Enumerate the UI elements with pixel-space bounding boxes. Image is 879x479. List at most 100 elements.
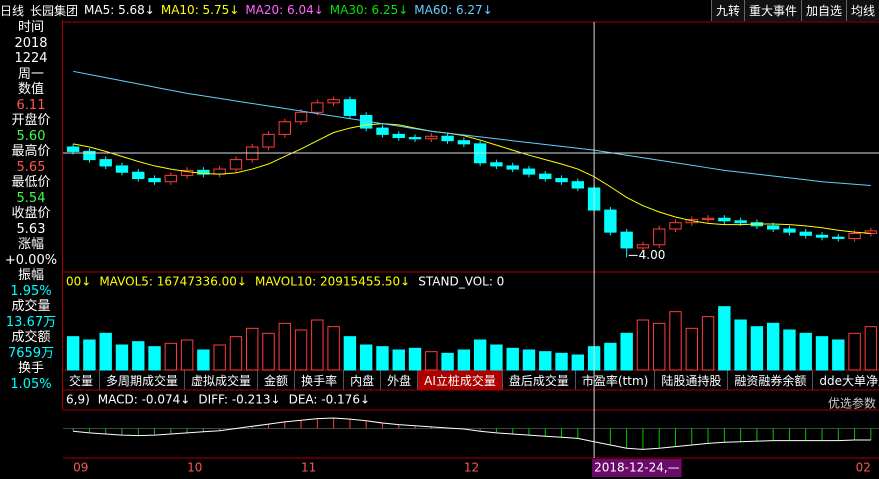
candle-body	[164, 174, 178, 183]
tab[interactable]: 市盈率(ttm)	[576, 370, 656, 390]
x-tick-label: 02	[856, 461, 871, 475]
info-value: 5.65	[16, 159, 46, 175]
volume-bar	[457, 349, 471, 371]
volume-bar	[718, 306, 731, 371]
volume-bar	[83, 339, 96, 371]
tab[interactable]: 虚拟成交量	[185, 370, 259, 390]
info-label: 振幅	[17, 268, 44, 283]
tab[interactable]: 外盘	[381, 370, 419, 390]
candle-body	[148, 178, 161, 183]
volume-bar	[99, 332, 112, 371]
volume-bar	[815, 336, 829, 371]
volume-bar	[636, 319, 650, 371]
info-panel: 时间 2018 1224 周一 数值 6.11 开盘价 5.60 最高价 5.65 最低价 5.54 收…	[0, 20, 63, 410]
info-label: 涨幅	[17, 237, 44, 252]
volume-bar	[197, 349, 210, 371]
candle-body	[99, 159, 112, 167]
info-label: 数值	[17, 82, 44, 97]
cursor-label-bg	[592, 459, 682, 477]
volume-bar	[685, 327, 698, 371]
candle-body	[311, 102, 324, 113]
ma-value: MA20: 6.04↓	[245, 3, 324, 17]
ma-value: MA5: 5.68↓	[84, 3, 155, 17]
candle-body	[766, 225, 780, 230]
volume-bar	[604, 342, 617, 371]
info-value: 1.95%	[10, 283, 52, 299]
candle-body	[83, 150, 96, 161]
volume-bar	[522, 349, 536, 371]
volume-header: STAND_VOL: 0	[418, 275, 504, 289]
candle-body	[392, 133, 405, 139]
candle-body	[604, 209, 617, 233]
tab[interactable]: 换手率	[295, 370, 345, 390]
candle-body	[701, 217, 715, 221]
ma-line	[73, 70, 871, 186]
tab[interactable]: dde大单净量	[813, 370, 879, 390]
candle-body	[832, 236, 845, 239]
candle-body	[848, 232, 861, 239]
tab[interactable]: AI立桩成交量	[418, 370, 503, 390]
volume-header: MAVOL5: 16747336.00↓	[99, 275, 247, 289]
tab[interactable]: 金额	[258, 370, 296, 390]
tab[interactable]: 交量	[63, 370, 101, 390]
volume-bar	[653, 322, 666, 371]
x-tick-label: 12	[464, 461, 479, 475]
volume-bar	[425, 351, 438, 371]
period[interactable]: 日线	[0, 3, 25, 18]
tab[interactable]: 盘后成交量	[503, 370, 576, 390]
candle-body	[376, 127, 389, 135]
candle-body	[620, 231, 633, 249]
volume-header: MAVOL10: 20915455.50↓	[255, 275, 410, 289]
candle-body	[718, 217, 731, 222]
volume-bar	[148, 346, 161, 371]
stock-name: 长园集团	[30, 3, 79, 18]
volume-bar	[376, 346, 389, 371]
volume-bar	[571, 354, 585, 371]
volume-bar	[620, 332, 633, 371]
volume-bar	[213, 344, 226, 371]
candle-body	[473, 143, 487, 164]
candle-body	[115, 165, 129, 173]
volume-bar	[555, 352, 568, 371]
info-value: 2018	[14, 35, 48, 51]
button[interactable]: 重大事件	[743, 0, 801, 21]
candle-body	[294, 111, 308, 123]
diff-line	[73, 417, 871, 450]
tabs: 交量 多周期成交量 虚拟成交量 金额 换手率 内盘 外盘 AI立桩成交量 盘后成交量 市盈率(tt…	[63, 370, 879, 390]
candle-body	[685, 219, 698, 224]
volume-bar	[864, 326, 878, 371]
candle-body	[441, 135, 454, 142]
ma-value: MA30: 6.25↓	[329, 3, 409, 17]
volume-bar	[750, 326, 764, 371]
candle-body	[815, 234, 829, 238]
candle-body	[490, 162, 503, 167]
buttons: 九转 重大事件 加自选 均线	[710, 0, 879, 21]
tab[interactable]: 陆股通持股	[655, 370, 729, 390]
volume-bar	[246, 327, 259, 371]
candle-body	[197, 169, 210, 175]
info-value: 5.63	[16, 221, 46, 237]
candle-body	[669, 222, 682, 230]
volume-bar	[164, 342, 178, 371]
volume-bar	[408, 347, 422, 371]
candle-body	[213, 168, 226, 175]
button[interactable]: 九转	[710, 0, 744, 21]
x-tick-label: 2018-12-24,—	[594, 461, 680, 475]
candle-body	[66, 146, 80, 152]
candle-body	[587, 187, 601, 211]
tab[interactable]: 内盘	[344, 370, 382, 390]
tab[interactable]: 融资融券余额	[728, 370, 814, 390]
candle-body	[864, 230, 878, 234]
ma-line	[73, 123, 871, 234]
button[interactable]: 均线	[845, 0, 879, 21]
macd-header: DIFF: -0.213↓	[198, 393, 280, 407]
volume-bar	[473, 339, 487, 371]
tab[interactable]: 多周期成交量	[100, 370, 186, 390]
volume-bar	[506, 347, 519, 371]
button[interactable]: 加自选	[800, 0, 846, 21]
volume-bar	[359, 344, 373, 371]
candle-body	[750, 222, 764, 227]
volume-bar	[262, 332, 275, 371]
info-label: 最高价	[11, 144, 51, 159]
